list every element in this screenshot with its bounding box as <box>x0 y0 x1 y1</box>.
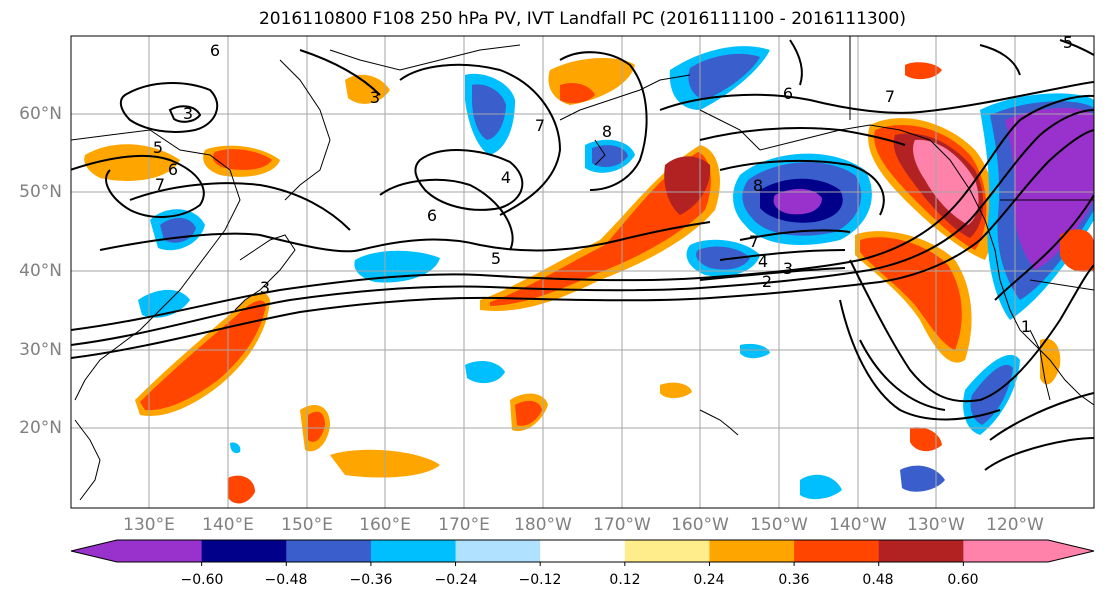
colorbar-extend-right <box>1048 540 1094 562</box>
lon-label-140w: 140°W <box>829 515 887 535</box>
colorbar-tick-label: 0.36 <box>778 572 810 588</box>
contour-label: 7 <box>155 175 165 194</box>
contour-label: 6 <box>168 160 178 179</box>
contour-label: 1 <box>1021 317 1031 336</box>
colorbar-segment <box>455 540 541 562</box>
map-frame <box>70 35 1095 509</box>
lon-label-130w: 130°W <box>907 515 965 535</box>
colorbar-segment <box>709 540 795 562</box>
contour-label: 6 <box>210 41 220 60</box>
lon-label-140e: 140°E <box>202 515 254 535</box>
contour-label: 5 <box>491 249 501 268</box>
colorbar-extend-left <box>71 540 117 562</box>
contour-label: 6 <box>427 206 437 225</box>
lat-label-50n: 50°N <box>19 182 62 202</box>
lon-label-130e: 130°E <box>123 515 175 535</box>
contour-label: 3 <box>183 104 193 123</box>
contour-label: 4 <box>758 252 768 271</box>
colorbar-tick-label: −0.48 <box>264 572 308 588</box>
lat-label-20n: 20°N <box>19 418 62 438</box>
lon-label-160e: 160°E <box>359 515 411 535</box>
colorbar-tick-label: −0.36 <box>349 572 393 588</box>
lat-label-40n: 40°N <box>19 261 62 281</box>
colorbar-tick-label: 0.12 <box>609 572 641 588</box>
colorbar-segment <box>117 540 203 562</box>
contour-label: 8 <box>602 122 612 141</box>
contour-label-group: 6 3 5 6 7 3 7 4 6 8 6 7 5 8 7 4 3 2 5 1 … <box>153 33 1073 336</box>
colorbar-segment <box>624 540 710 562</box>
lon-label-160w: 160°W <box>671 515 729 535</box>
lon-label-150w: 150°W <box>750 515 808 535</box>
lon-label-170w: 170°W <box>593 515 651 535</box>
lon-label-180w: 180°W <box>514 515 572 535</box>
colorbar-tick-label: 0.24 <box>693 572 725 588</box>
contour-label: 3 <box>260 278 270 297</box>
lat-label-30n: 30°N <box>19 340 62 360</box>
colorbar <box>70 539 1095 566</box>
shaded-anomalies <box>84 46 1094 504</box>
colorbar-tick-label: −0.60 <box>180 572 224 588</box>
colorbar-segment <box>794 540 880 562</box>
lon-label-120w: 120°W <box>986 515 1044 535</box>
colorbar-segment <box>201 540 287 562</box>
pv-contours <box>71 39 1094 471</box>
contour-label: 8 <box>753 176 763 195</box>
lon-label-150e: 150°E <box>281 515 333 535</box>
colorbar-segment <box>286 540 372 562</box>
contour-label: 4 <box>501 168 511 187</box>
contour-label: 3 <box>783 259 793 278</box>
lon-label-170e: 170°E <box>438 515 490 535</box>
colorbar-segment <box>370 540 457 562</box>
contour-label: 7 <box>535 116 545 135</box>
colorbar-tick-label: −0.12 <box>518 572 562 588</box>
contour-label: 3 <box>370 88 380 107</box>
colorbar-segment <box>963 540 1049 562</box>
colorbar-tick-label: 0.48 <box>862 572 894 588</box>
contour-label: 7 <box>885 87 895 106</box>
map-title: 2016110800 F108 250 hPa PV, IVT Landfall… <box>258 9 906 29</box>
contour-label: 7 <box>749 232 759 251</box>
colorbar-segment <box>540 540 626 562</box>
contour-label: 2 <box>762 272 772 291</box>
lat-label-60n: 60°N <box>19 104 62 124</box>
colorbar-tick-label: −0.24 <box>434 572 478 588</box>
contour-label: 5 <box>1063 33 1073 52</box>
colorbar-tick-label: 0.60 <box>947 572 979 588</box>
contour-label: 6 <box>783 84 793 103</box>
colorbar-outline <box>70 539 1095 563</box>
contour-label: 5 <box>153 138 163 157</box>
colorbar-segment <box>878 540 964 562</box>
